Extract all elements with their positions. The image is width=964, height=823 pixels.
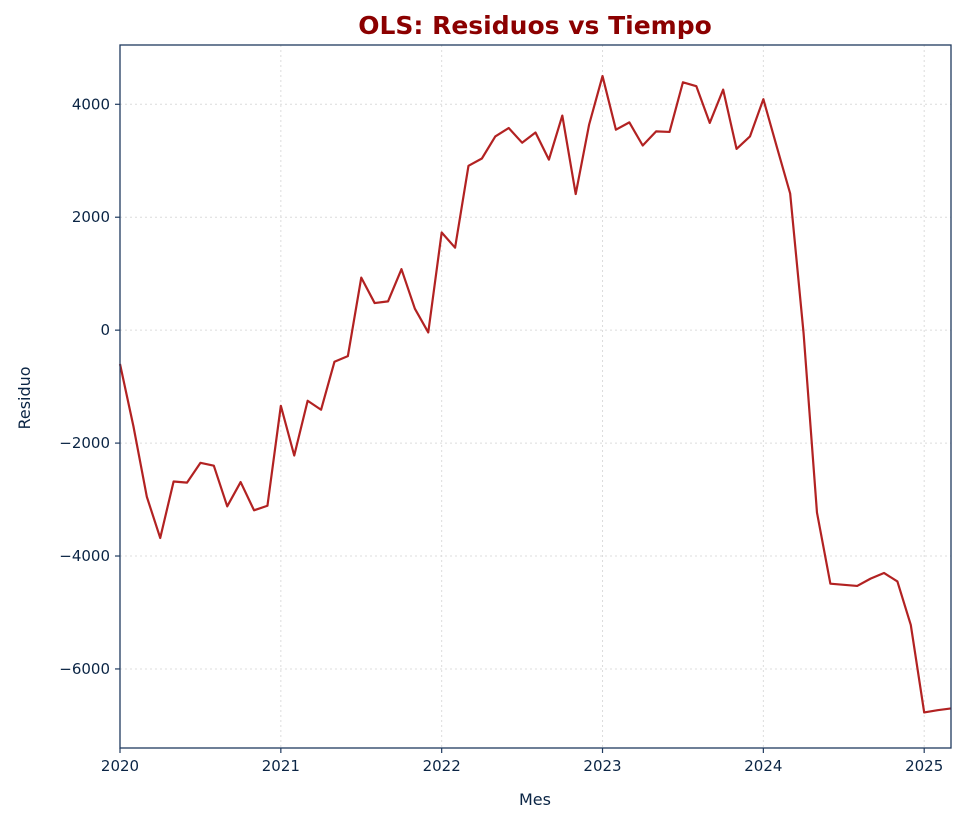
y-tick-label: 0 [100,321,110,339]
x-tick-label: 2020 [101,757,139,775]
y-axis-label: Residuo [15,366,34,429]
y-tick-label: −6000 [59,660,110,678]
x-tick-label: 2025 [905,757,943,775]
chart-title: OLS: Residuos vs Tiempo [358,11,712,40]
x-tick-label: 2021 [262,757,300,775]
y-axis-ticks: −6000 −4000 −2000 0 2000 4000 [59,95,120,678]
y-tick-label: 2000 [72,208,110,226]
x-tick-label: 2022 [423,757,461,775]
plot-frame [119,44,952,749]
y-tick-label: −2000 [59,434,110,452]
x-tick-label: 2024 [744,757,782,775]
residual-series-line [118,74,952,714]
x-axis-ticks: 2020 2021 2022 2023 2024 2025 [101,748,943,775]
series-layer [118,74,952,714]
x-tick-label: 2023 [583,757,621,775]
x-axis-label: Mes [519,790,551,809]
grid-lines [119,45,951,748]
y-tick-label: 4000 [72,95,110,113]
y-tick-label: −4000 [59,547,110,565]
